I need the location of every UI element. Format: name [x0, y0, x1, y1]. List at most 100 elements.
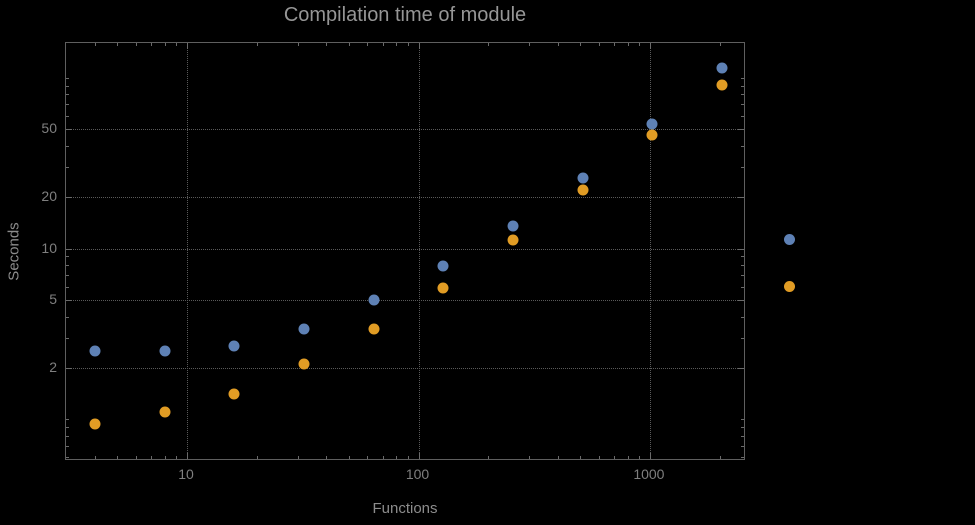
x-axis-label: Functions — [372, 500, 438, 517]
axis-tick — [741, 427, 744, 429]
x-tick-label-1000: 1000 — [633, 466, 665, 482]
axis-tick — [176, 43, 178, 46]
gridline-y-2 — [66, 367, 744, 369]
axis-tick — [66, 256, 69, 258]
axis-tick — [639, 43, 641, 46]
axis-tick — [367, 456, 369, 459]
axis-tick — [741, 85, 744, 87]
data-point-series-1 — [298, 323, 310, 335]
axis-tick — [164, 43, 166, 46]
axis-tick — [738, 197, 744, 199]
gridline-x-1000 — [649, 43, 651, 459]
axis-tick — [418, 43, 420, 49]
axis-tick — [66, 367, 72, 369]
axis-tick — [117, 456, 119, 459]
axis-tick — [297, 456, 299, 459]
axis-tick — [396, 43, 398, 46]
axis-tick — [738, 129, 744, 131]
gridline-y-5 — [66, 300, 744, 301]
axis-tick — [598, 43, 600, 46]
axis-tick — [719, 43, 721, 46]
axis-tick — [256, 456, 258, 459]
axis-tick — [614, 43, 616, 46]
axis-tick — [66, 104, 69, 106]
data-point-series-2 — [228, 388, 240, 400]
axis-tick — [66, 197, 72, 199]
axis-tick — [66, 419, 69, 421]
data-point-series-2 — [507, 234, 519, 245]
axis-tick — [741, 275, 744, 276]
x-tick-label-10: 10 — [178, 466, 194, 482]
axis-tick — [66, 129, 72, 131]
axis-tick — [66, 445, 69, 447]
axis-tick — [741, 265, 744, 267]
axis-tick — [741, 316, 744, 318]
legend — [784, 234, 795, 292]
gridline-x-100 — [418, 43, 420, 459]
data-point-series-2 — [368, 323, 380, 335]
axis-tick — [738, 248, 744, 250]
axis-tick — [66, 316, 69, 318]
data-point-series-1 — [716, 62, 728, 73]
axis-tick — [488, 456, 490, 459]
gridline-y-50 — [66, 129, 744, 131]
grid-layer — [66, 43, 744, 459]
data-point-series-1 — [507, 220, 519, 232]
y-tick-label-5: 5 — [49, 291, 57, 307]
axis-tick — [627, 456, 629, 459]
points-layer — [66, 43, 744, 459]
tick-layer — [66, 43, 744, 459]
axis-tick — [738, 367, 744, 369]
axis-tick — [488, 43, 490, 46]
data-point-series-1 — [577, 172, 589, 184]
data-point-series-2 — [159, 406, 171, 418]
axis-tick — [297, 43, 299, 46]
gridline-x-10 — [187, 43, 188, 459]
axis-tick — [164, 456, 166, 459]
axis-tick — [66, 77, 69, 79]
axis-tick — [151, 43, 153, 46]
axis-tick — [135, 456, 137, 459]
data-point-series-1 — [437, 260, 449, 272]
data-point-series-1 — [228, 340, 240, 352]
y-tick-label-10: 10 — [41, 239, 57, 256]
axis-tick — [135, 43, 137, 46]
data-point-series-1 — [646, 118, 658, 129]
axis-tick — [187, 453, 188, 459]
axis-tick — [348, 456, 350, 459]
axis-tick — [396, 456, 398, 459]
axis-tick — [528, 43, 530, 46]
axis-tick — [66, 85, 69, 87]
axis-tick — [741, 435, 744, 437]
axis-tick — [94, 43, 96, 46]
data-point-series-2 — [577, 184, 589, 196]
axis-tick — [614, 456, 616, 459]
axis-tick — [94, 456, 96, 459]
axis-tick — [151, 456, 153, 459]
axis-tick — [66, 457, 69, 459]
axis-tick — [741, 145, 744, 147]
axis-tick — [66, 427, 69, 429]
axis-tick — [741, 445, 744, 447]
axis-tick — [66, 337, 69, 339]
axis-tick — [66, 300, 72, 301]
axis-tick — [66, 265, 69, 267]
gridline-y-10 — [66, 248, 744, 250]
data-point-series-2 — [646, 129, 658, 141]
axis-tick — [407, 43, 409, 46]
y-tick-label-20: 20 — [41, 188, 57, 205]
axis-tick — [66, 435, 69, 437]
axis-tick — [348, 43, 350, 46]
axis-tick — [407, 456, 409, 459]
axis-tick — [326, 456, 328, 459]
axis-tick — [741, 286, 744, 288]
axis-tick — [741, 256, 744, 258]
data-point-series-2 — [89, 418, 101, 430]
x-tick-label-100: 100 — [405, 466, 430, 482]
plot-area — [65, 42, 745, 460]
data-point-series-2 — [298, 358, 310, 370]
axis-tick — [639, 456, 641, 459]
axis-tick — [382, 43, 384, 46]
axis-tick — [741, 104, 744, 106]
